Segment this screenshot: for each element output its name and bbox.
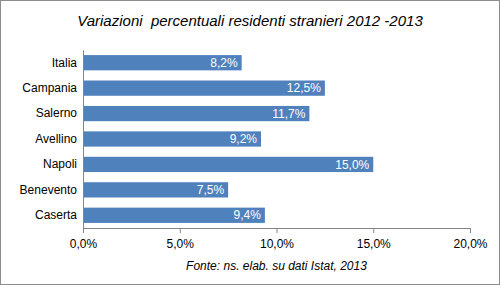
y-tick: Avellino (35, 132, 83, 146)
y-tick-label: Benevento (20, 183, 78, 197)
y-tick-label: Italia (52, 56, 78, 70)
bar (83, 81, 325, 96)
x-tick-label: 15,0% (357, 237, 391, 251)
data-label: 7,5% (197, 183, 225, 197)
bar (83, 157, 373, 172)
y-tick-label: Salerno (36, 106, 78, 120)
bar (83, 208, 265, 223)
x-tick-mark (373, 228, 374, 233)
bars (83, 55, 373, 223)
x-tick-mark (277, 228, 278, 233)
x-tick-label: 20,0% (453, 237, 487, 251)
x-tick-mark (180, 228, 181, 233)
x-tick-label: 10,0% (260, 237, 294, 251)
data-label: 15,0% (335, 158, 369, 172)
x-axis: 0,0% 5,0% 10,0% 15,0% 20,0% (70, 228, 488, 251)
x-tick-label: 5,0% (167, 237, 195, 251)
bar (83, 131, 261, 146)
annotation: Fonte: ns. elab. su dati Istat, 2013 (186, 259, 367, 273)
y-tick-label: Caserta (35, 208, 77, 222)
y-tick-label: Napoli (43, 157, 77, 171)
y-tick-label: Avellino (35, 132, 77, 146)
x-tick: 0,0% (70, 228, 98, 251)
data-labels: 8,2% 12,5% 11,7% 9,2% 15,0% 7,5% 9,4% (197, 56, 370, 223)
data-label: 12,5% (287, 81, 321, 95)
bar (83, 55, 242, 70)
x-tick: 10,0% (260, 228, 294, 251)
y-tick: Caserta (35, 208, 83, 222)
x-tick: 15,0% (357, 228, 391, 251)
title: Variazioni percentuali residenti stranie… (77, 12, 423, 29)
y-tick: Benevento (20, 183, 83, 197)
data-label: 9,4% (234, 208, 262, 222)
bar (83, 182, 228, 197)
x-tick-mark (83, 228, 84, 233)
bar (83, 106, 309, 121)
y-tick: Italia (52, 56, 83, 70)
data-label: 8,2% (210, 56, 238, 70)
y-tick: Campania (22, 81, 83, 95)
chart-frame (1, 1, 500, 285)
y-tick: Salerno (36, 106, 83, 120)
data-label: 9,2% (230, 132, 258, 146)
data-label: 11,7% (272, 107, 305, 121)
chart: Variazioni percentuali residenti stranie… (0, 0, 500, 285)
x-tick: 5,0% (167, 228, 195, 251)
x-tick-label: 0,0% (70, 237, 98, 251)
y-axis-line (83, 51, 84, 229)
y-axis: Italia Campania Salerno Avellino Napoli Benev… (20, 51, 84, 229)
x-tick: 20,0% (453, 228, 487, 251)
y-tick: Napoli (43, 157, 83, 171)
y-tick-label: Campania (22, 81, 77, 95)
x-tick-mark (470, 228, 471, 233)
